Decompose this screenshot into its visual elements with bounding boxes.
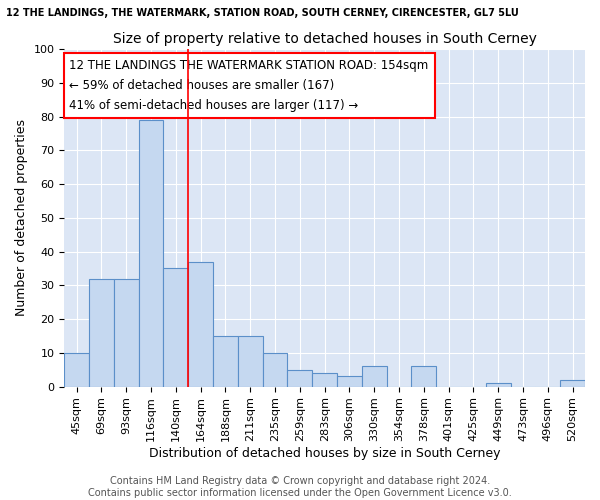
Bar: [163, 268, 188, 386]
Text: Contains HM Land Registry data © Crown copyright and database right 2024.
Contai: Contains HM Land Registry data © Crown c…: [88, 476, 512, 498]
Bar: [486, 383, 511, 386]
Bar: [188, 262, 213, 386]
Bar: [362, 366, 386, 386]
Text: 12 THE LANDINGS, THE WATERMARK, STATION ROAD, SOUTH CERNEY, CIRENCESTER, GL7 5LU: 12 THE LANDINGS, THE WATERMARK, STATION …: [6, 8, 519, 18]
Bar: [337, 376, 362, 386]
Bar: [312, 373, 337, 386]
Bar: [287, 370, 312, 386]
Bar: [89, 278, 114, 386]
Bar: [64, 353, 89, 386]
Bar: [560, 380, 585, 386]
Bar: [238, 336, 263, 386]
Bar: [412, 366, 436, 386]
Bar: [213, 336, 238, 386]
Title: Size of property relative to detached houses in South Cerney: Size of property relative to detached ho…: [113, 32, 536, 46]
Bar: [139, 120, 163, 386]
Y-axis label: Number of detached properties: Number of detached properties: [15, 120, 28, 316]
X-axis label: Distribution of detached houses by size in South Cerney: Distribution of detached houses by size …: [149, 447, 500, 460]
Bar: [114, 278, 139, 386]
Bar: [263, 353, 287, 386]
Text: 12 THE LANDINGS THE WATERMARK STATION ROAD: 154sqm
← 59% of detached houses are : 12 THE LANDINGS THE WATERMARK STATION RO…: [70, 59, 429, 112]
